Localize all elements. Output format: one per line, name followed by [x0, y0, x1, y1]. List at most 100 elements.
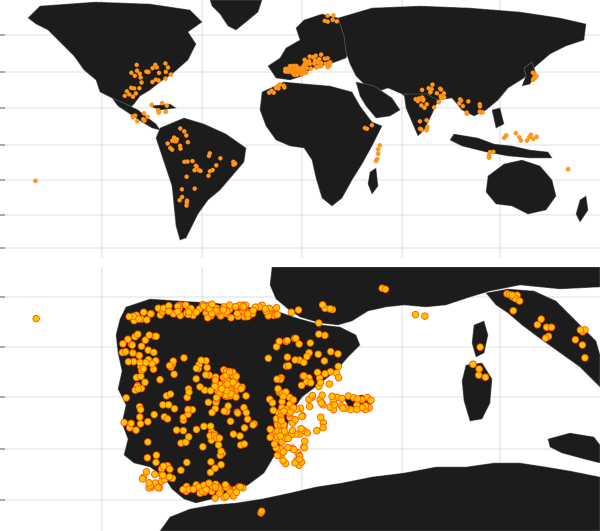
- occurrence-marker: [308, 391, 317, 400]
- occurrence-marker: [124, 357, 133, 366]
- occurrence-marker: [524, 138, 530, 143]
- occurrence-marker: [270, 440, 279, 448]
- occurrence-marker: [273, 310, 282, 319]
- occurrence-marker: [334, 19, 340, 24]
- occurrence-marker: [236, 432, 244, 440]
- occurrence-marker: [284, 443, 292, 452]
- occurrence-marker: [189, 485, 198, 494]
- occurrence-marker: [192, 167, 197, 173]
- occurrence-marker: [576, 326, 585, 334]
- occurrence-marker: [480, 110, 485, 115]
- occurrence-marker: [287, 308, 296, 317]
- occurrence-marker: [145, 331, 153, 339]
- occurrence-marker: [217, 447, 225, 455]
- occurrence-marker: [233, 309, 241, 318]
- occurrence-marker: [242, 392, 250, 400]
- occurrence-marker: [530, 70, 536, 75]
- occurrence-marker: [232, 393, 240, 401]
- occurrence-marker: [273, 375, 281, 383]
- occurrence-marker: [212, 393, 221, 402]
- occurrence-marker: [165, 65, 171, 70]
- japan-shape: [521, 61, 537, 87]
- occurrence-marker: [218, 155, 223, 161]
- occurrence-marker: [513, 130, 519, 136]
- occurrence-marker: [307, 379, 315, 387]
- occurrence-marker: [243, 310, 252, 318]
- occurrence-marker: [144, 69, 149, 74]
- occurrence-marker: [303, 429, 312, 437]
- occurrence-marker: [418, 127, 424, 132]
- occurrence-marker: [177, 126, 183, 131]
- occurrence-marker: [534, 134, 540, 140]
- occurrence-marker: [139, 80, 144, 85]
- occurrence-marker: [183, 458, 191, 467]
- occurrence-marker: [578, 341, 587, 349]
- occurrence-marker: [533, 320, 542, 329]
- occurrence-marker: [190, 158, 195, 164]
- occurrence-marker: [136, 405, 145, 414]
- occurrence-marker: [331, 13, 336, 18]
- occurrence-marker: [206, 173, 211, 179]
- occurrence-marker: [177, 466, 185, 475]
- occurrence-marker: [135, 351, 144, 360]
- occurrence-marker: [283, 66, 288, 72]
- occurrence-marker: [232, 372, 241, 381]
- occurrence-marker: [156, 110, 161, 115]
- occurrence-marker: [130, 94, 136, 99]
- philippines-shape: [491, 107, 505, 129]
- occurrence-marker: [249, 421, 257, 429]
- occurrence-marker: [415, 98, 421, 104]
- world-map-panel: [0, 0, 600, 258]
- occurrence-marker: [138, 475, 147, 483]
- occurrence-marker: [202, 371, 210, 379]
- world-landmasses: [27, 0, 589, 241]
- occurrence-marker: [135, 315, 143, 323]
- occurrence-marker: [431, 105, 437, 110]
- occurrence-marker: [154, 483, 162, 492]
- occurrence-marker: [120, 418, 128, 427]
- occurrence-marker: [142, 467, 151, 476]
- africa-shape: [259, 81, 383, 207]
- occurrence-marker: [272, 303, 281, 312]
- occurrence-marker: [221, 480, 230, 489]
- occurrence-marker: [534, 74, 539, 79]
- australia-shape: [485, 159, 557, 215]
- occurrence-marker: [283, 336, 292, 345]
- occurrence-marker: [334, 373, 343, 382]
- occurrence-marker: [152, 332, 160, 341]
- occurrence-marker: [269, 88, 274, 94]
- occurrence-marker: [170, 370, 178, 378]
- occurrence-marker: [180, 354, 188, 362]
- occurrence-marker: [373, 158, 379, 164]
- occurrence-marker: [170, 404, 179, 413]
- occurrence-marker: [292, 334, 300, 343]
- occurrence-marker: [150, 410, 158, 419]
- occurrence-marker: [288, 426, 297, 435]
- occurrence-marker: [301, 437, 309, 445]
- occurrence-marker: [298, 412, 306, 421]
- occurrence-marker: [325, 13, 330, 19]
- occurrence-marker: [243, 415, 252, 423]
- occurrence-marker: [318, 52, 324, 57]
- occurrence-marker: [289, 396, 298, 404]
- occurrence-marker: [317, 399, 326, 407]
- occurrence-marker: [184, 174, 189, 179]
- occurrence-marker: [154, 65, 160, 70]
- occurrence-marker: [240, 440, 249, 448]
- occurrence-marker: [419, 87, 425, 93]
- new-zealand-shape: [575, 195, 589, 223]
- occurrence-marker: [183, 133, 189, 138]
- occurrence-marker: [146, 310, 155, 318]
- occurrence-marker: [322, 56, 328, 61]
- occurrence-marker: [305, 402, 314, 411]
- occurrence-marker: [318, 301, 327, 309]
- occurrence-marker: [122, 394, 130, 402]
- occurrence-marker: [509, 306, 518, 315]
- occurrence-marker: [306, 339, 315, 347]
- occurrence-marker: [321, 331, 329, 340]
- occurrence-marker: [503, 133, 509, 138]
- occurrence-marker: [150, 348, 158, 357]
- occurrence-marker: [518, 138, 524, 143]
- occurrence-marker: [441, 95, 447, 100]
- occurrence-marker: [281, 83, 287, 88]
